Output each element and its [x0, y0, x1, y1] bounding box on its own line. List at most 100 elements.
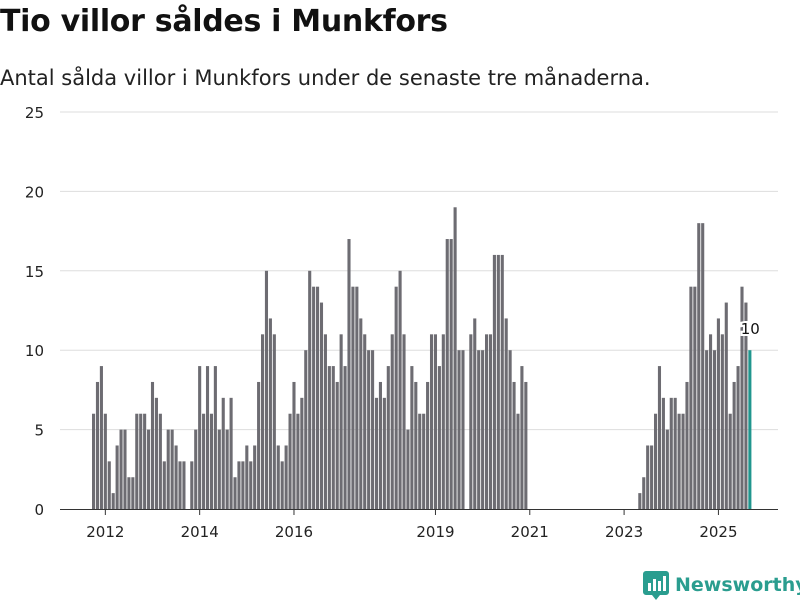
bar-2018-11	[426, 382, 429, 509]
bar-2020-05	[497, 255, 500, 509]
bar-2017-03	[347, 239, 350, 509]
bar-2023-12	[666, 430, 669, 509]
bar-2017-06	[359, 318, 362, 509]
bar-2024-11	[709, 334, 712, 509]
bar-2017-01	[340, 334, 343, 509]
bar-2014-10	[233, 477, 236, 509]
x-axis	[60, 509, 778, 515]
bar-2015-02	[249, 461, 252, 509]
bar-2012-08	[131, 477, 134, 509]
bar-2012-02	[108, 461, 111, 509]
bar-2013-06	[171, 430, 174, 509]
bar-2013-01	[151, 382, 154, 509]
bar-2023-09	[654, 414, 657, 509]
bar-2013-07	[175, 445, 178, 509]
bar-2017-08	[367, 350, 370, 509]
bar-2020-10	[516, 414, 519, 509]
bar-2018-03	[395, 287, 398, 509]
bar-2020-02	[485, 334, 488, 509]
bar-2012-07	[127, 477, 130, 509]
bar-2014-01	[198, 366, 201, 509]
bar-2015-06	[265, 271, 268, 509]
bar-2018-05	[402, 334, 405, 509]
bar-2020-03	[489, 334, 492, 509]
bar-2025-03	[725, 303, 728, 509]
bar-2024-10	[705, 350, 708, 509]
bar-2020-09	[513, 382, 516, 509]
y-tick-label-20: 20	[25, 183, 44, 201]
bar-2020-07	[505, 318, 508, 509]
bar-2018-10	[422, 414, 425, 509]
y-axis-tick-labels: 0 5 10 15 20 25	[25, 104, 44, 519]
bar-2018-01	[387, 366, 390, 509]
bar-2018-02	[391, 334, 394, 509]
bar-2015-03	[253, 445, 256, 509]
bar-2017-04	[351, 287, 354, 509]
bar-2019-06	[454, 207, 457, 509]
bar-2025-02	[721, 334, 724, 509]
bar-2019-11	[473, 318, 476, 509]
bar-2015-11	[285, 445, 288, 509]
bar-2024-09	[701, 223, 704, 509]
bar-2019-01	[434, 334, 437, 509]
bar-2025-01	[717, 318, 720, 509]
y-tick-label-15: 15	[25, 263, 44, 281]
bar-2013-11	[190, 461, 193, 509]
bar-2016-02	[296, 414, 299, 509]
bar-2019-12	[477, 350, 480, 509]
bar-2019-05	[450, 239, 453, 509]
bar-2019-02	[438, 366, 441, 509]
bar-2019-07	[457, 350, 460, 509]
bar-2018-12	[430, 334, 433, 509]
bar-2014-09	[230, 398, 233, 509]
bar-2024-04	[682, 414, 685, 509]
bar-2020-06	[501, 255, 504, 509]
x-tick-label-2021: 2021	[511, 523, 549, 541]
bar-2016-09	[324, 334, 327, 509]
bar-2019-03	[442, 334, 445, 509]
bar-2015-05	[261, 334, 264, 509]
bar-2024-01	[670, 398, 673, 509]
bar-2011-10	[92, 414, 95, 509]
gridlines	[60, 112, 778, 430]
bar-2017-11	[379, 382, 382, 509]
bars	[92, 207, 751, 509]
bar-2024-06	[689, 287, 692, 509]
bar-2016-10	[328, 366, 331, 509]
bar-2017-02	[344, 366, 347, 509]
bar-2015-09	[277, 445, 280, 509]
bar-2023-06	[642, 477, 645, 509]
bar-2019-04	[446, 239, 449, 509]
bar-2016-03	[300, 398, 303, 509]
bar-2013-08	[178, 461, 181, 509]
bar-2017-05	[355, 287, 358, 509]
bar-2014-06	[218, 430, 221, 509]
bar-2016-08	[320, 303, 323, 509]
bar-2024-07	[693, 287, 696, 509]
bar-2015-01	[245, 445, 248, 509]
bar-2025-06	[737, 366, 740, 509]
bar-2018-07	[410, 366, 413, 509]
x-tick-label-2025: 2025	[699, 523, 737, 541]
y-tick-label-0: 0	[34, 501, 44, 519]
bar-2013-12	[194, 430, 197, 509]
bar-2015-07	[269, 318, 272, 509]
bar-2023-10	[658, 366, 661, 509]
bar-2016-12	[336, 382, 339, 509]
data-label-latest: 10	[741, 320, 760, 338]
bar-2011-12	[100, 366, 103, 509]
bar-2012-09	[135, 414, 138, 509]
bar-2013-03	[159, 414, 162, 509]
bar-2012-12	[147, 430, 150, 509]
y-tick-label-5: 5	[34, 422, 44, 440]
bar-2013-05	[167, 430, 170, 509]
bar-2020-12	[524, 382, 527, 509]
brand-name: Newsworthy	[675, 574, 800, 596]
bar-2013-04	[163, 461, 166, 509]
bar-2020-11	[520, 366, 523, 509]
newsworthy-logo[interactable]: Newsworthy	[643, 569, 800, 601]
bar-2023-08	[650, 445, 653, 509]
bar-2012-11	[143, 414, 146, 509]
bar-chart: 0510152025 2012 2014 2016 2019 2021 2023 2025 …	[0, 0, 800, 600]
bar-2025-05	[733, 382, 736, 509]
